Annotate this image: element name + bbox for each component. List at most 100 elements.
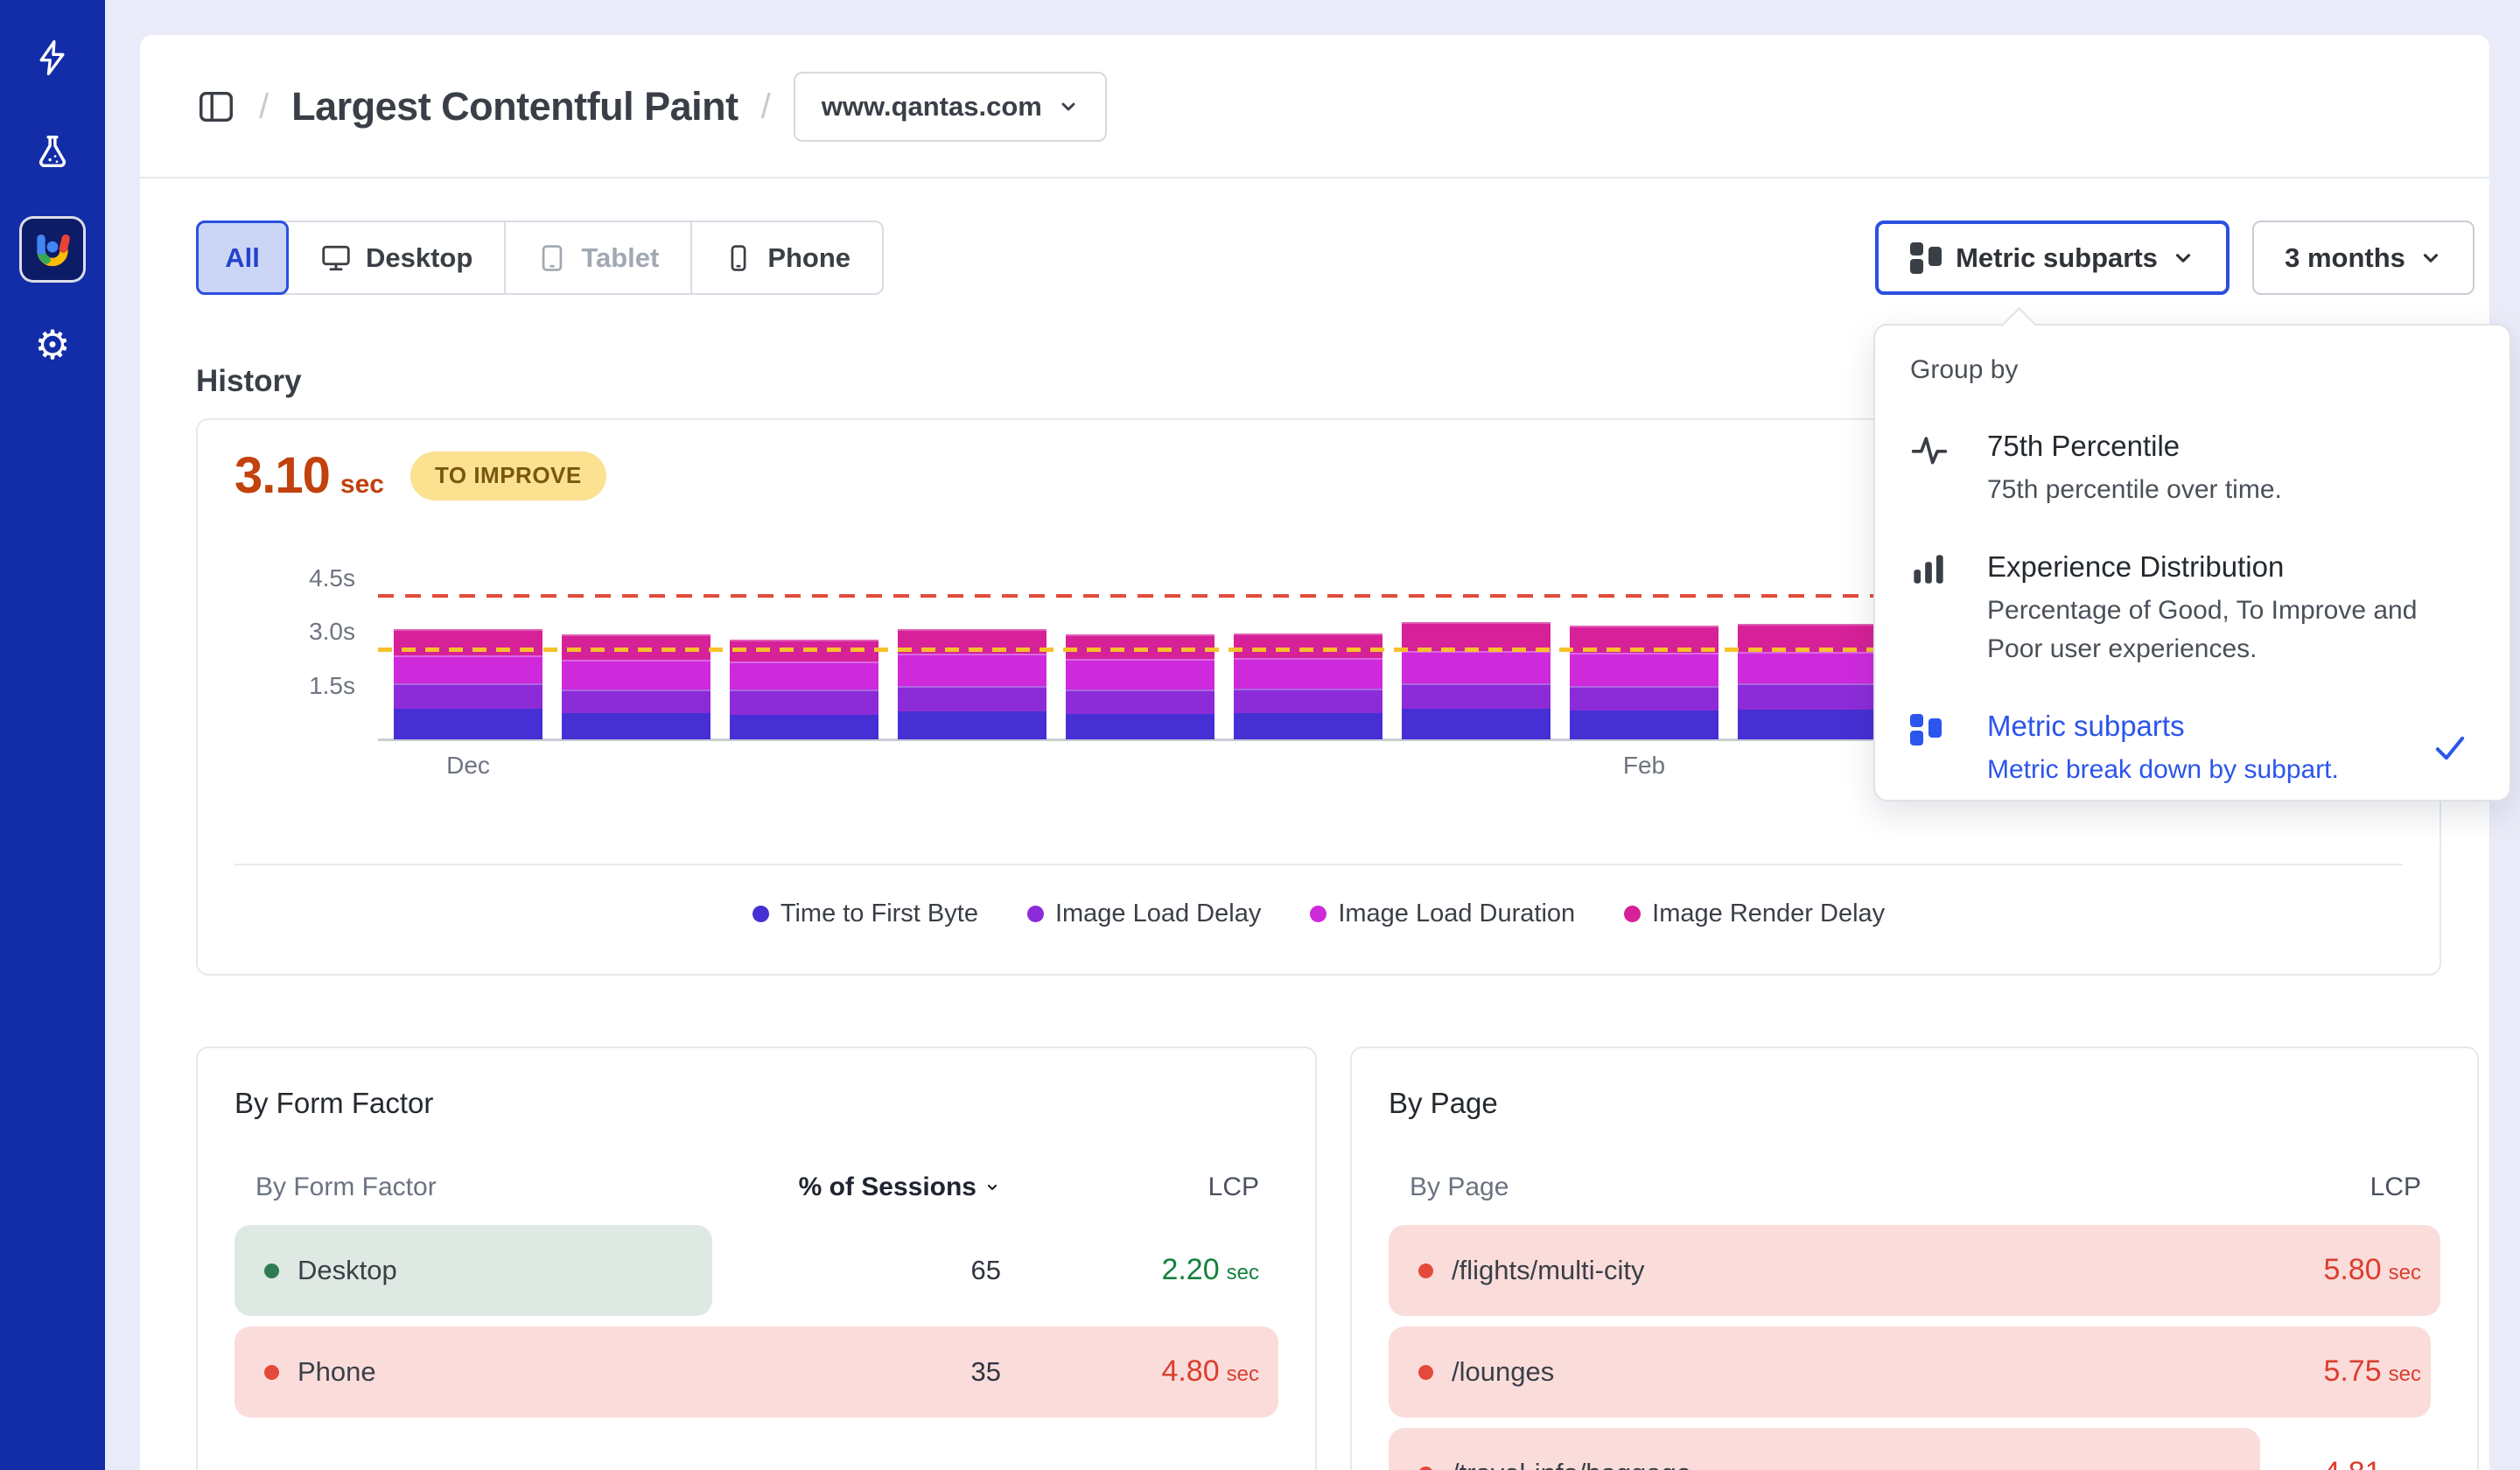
tab-label: Tablet <box>581 242 660 273</box>
status-dot <box>264 1264 279 1278</box>
stacked-bar[interactable] <box>1066 634 1214 739</box>
date-range-label: 3 months <box>2285 242 2405 273</box>
menu-item-description: 75th percentile over time. <box>1987 475 2282 504</box>
y-tick-label: 1.5s <box>309 671 355 699</box>
status-dot <box>1418 1264 1433 1278</box>
card-divider <box>234 864 2403 865</box>
table-row-phone[interactable]: Phone 35 4.80 sec <box>234 1326 1278 1418</box>
lcp-value: 4.81sec <box>2323 1456 2421 1470</box>
x-tick-label: Dec <box>446 752 490 779</box>
lcp-bar <box>1389 1326 2432 1418</box>
menu-item-metric-subparts[interactable]: Metric subparts Metric break down by sub… <box>1910 707 2474 789</box>
bar-segment <box>730 690 878 716</box>
subparts-icon <box>1910 242 1942 274</box>
bar-segment <box>1738 623 1886 652</box>
bar-segment <box>1570 652 1718 686</box>
bar-segment <box>562 634 710 660</box>
page-header: / Largest Contentful Paint / www.qantas.… <box>140 35 2489 178</box>
bar-segment <box>1570 685 1718 711</box>
bar-segment <box>1402 650 1550 683</box>
y-axis-labels: 1.5s 3.0s 4.5s <box>215 564 355 739</box>
menu-item-75th-percentile[interactable]: 75th Percentile 75th percentile over tim… <box>1910 427 2474 509</box>
table-row-page[interactable]: /flights/multi-city 5.80 sec <box>1389 1225 2440 1316</box>
bar-segment <box>562 660 710 690</box>
lcp-bar <box>1389 1225 2440 1316</box>
tab-desktop[interactable]: Desktop <box>289 222 507 293</box>
column-header-page: By Page <box>1410 1172 1509 1201</box>
column-header-form-factor: By Form Factor <box>256 1172 437 1201</box>
sidebar-toggle-icon[interactable] <box>196 87 236 127</box>
tab-phone[interactable]: Phone <box>692 222 882 293</box>
lcp-value: 5.75 sec <box>2323 1354 2421 1388</box>
bar-segment <box>898 685 1046 712</box>
menu-item-experience-distribution[interactable]: Experience Distribution Percentage of Go… <box>1910 548 2474 668</box>
history-section-title: History <box>196 364 302 398</box>
bar-segment <box>1234 634 1382 658</box>
group-by-button-label: Metric subparts <box>1956 242 2158 273</box>
legend-label: Image Load Duration <box>1338 900 1576 928</box>
lcp-bar <box>234 1326 1278 1418</box>
zap-icon[interactable] <box>0 37 105 79</box>
metric-current-value: 3.10 sec TO IMPROVE <box>234 446 606 505</box>
stacked-bar[interactable] <box>1570 625 1718 739</box>
bar-segment <box>898 711 1046 739</box>
legend-dot <box>752 906 769 922</box>
legend-dot <box>1624 906 1642 922</box>
table-header: By Page LCP <box>1389 1169 2440 1209</box>
stacked-bar[interactable] <box>898 628 1046 739</box>
column-header-sessions[interactable]: % of Sessions <box>799 1172 1001 1202</box>
lcp-value: 3.10 <box>234 447 331 504</box>
flask-icon[interactable] <box>0 131 105 173</box>
breadcrumb-separator: / <box>259 87 270 126</box>
gear-icon[interactable]: ⚙ <box>34 321 71 368</box>
tab-all[interactable]: All <box>196 220 289 295</box>
device-filter-tabs: All Desktop Tablet Phone <box>196 220 885 295</box>
bar-segment <box>1234 657 1382 689</box>
bar-segment <box>1402 621 1550 651</box>
stacked-bar[interactable] <box>730 640 878 739</box>
by-page-card: By Page By Page LCP /flights/multi-city … <box>1350 1046 2479 1470</box>
chevron-down-icon <box>2419 247 2442 270</box>
legend-item: Time to First Byte <box>752 900 978 928</box>
stacked-bar[interactable] <box>1738 623 1886 739</box>
poor-threshold-line <box>378 594 2406 598</box>
desktop-icon <box>320 242 352 274</box>
table-row-desktop[interactable]: Desktop 65 2.20 sec <box>234 1225 1278 1316</box>
stacked-bar[interactable] <box>1402 621 1550 739</box>
legend-item: Image Load Delay <box>1026 900 1261 928</box>
site-selector-button[interactable]: www.qantas.com <box>793 72 1107 142</box>
stacked-bar[interactable] <box>562 634 710 739</box>
menu-item-description: Percentage of Good, To Improve and Poor … <box>1987 596 2418 663</box>
card-title: By Page <box>1389 1087 1498 1119</box>
good-threshold-line <box>378 648 2406 652</box>
lcp-value: 4.80 sec <box>1161 1354 1259 1388</box>
y-tick-label: 4.5s <box>309 564 355 592</box>
bar-segment <box>1066 689 1214 715</box>
bar-segment <box>1738 651 1886 684</box>
lcp-stacked-bar-chart[interactable]: 1.5s 3.0s 4.5s Dec Feb <box>309 564 2406 779</box>
table-row-page[interactable]: /travel-info/baggage 4.81sec <box>1389 1428 2440 1470</box>
bar-segment <box>898 654 1046 686</box>
status-dot <box>264 1365 279 1380</box>
menu-item-label: Experience Distribution <box>1987 550 2285 583</box>
page-title: Largest Contentful Paint <box>291 84 738 129</box>
bar-segment <box>730 715 878 739</box>
row-label: /lounges <box>1452 1356 1555 1387</box>
crux-logo[interactable] <box>19 216 86 283</box>
stacked-bar[interactable] <box>394 628 542 739</box>
lcp-bar <box>1389 1428 2261 1470</box>
legend-label: Time to First Byte <box>780 900 978 928</box>
bar-segment <box>394 709 542 739</box>
stacked-bar[interactable] <box>1234 634 1382 739</box>
group-by-button[interactable]: Metric subparts <box>1875 220 2230 295</box>
legend-label: Image Render Delay <box>1652 900 1886 928</box>
table-row-page[interactable]: /lounges 5.75 sec <box>1389 1326 2440 1418</box>
breadcrumb-separator: / <box>760 87 771 126</box>
bar-segment <box>1234 688 1382 714</box>
row-label: /flights/multi-city <box>1452 1255 1645 1285</box>
sessions-value: 35 <box>970 1356 1001 1387</box>
tab-tablet[interactable]: Tablet <box>506 222 693 293</box>
date-range-button[interactable]: 3 months <box>2252 220 2474 295</box>
menu-item-description: Metric break down by subpart. <box>1987 755 2339 784</box>
